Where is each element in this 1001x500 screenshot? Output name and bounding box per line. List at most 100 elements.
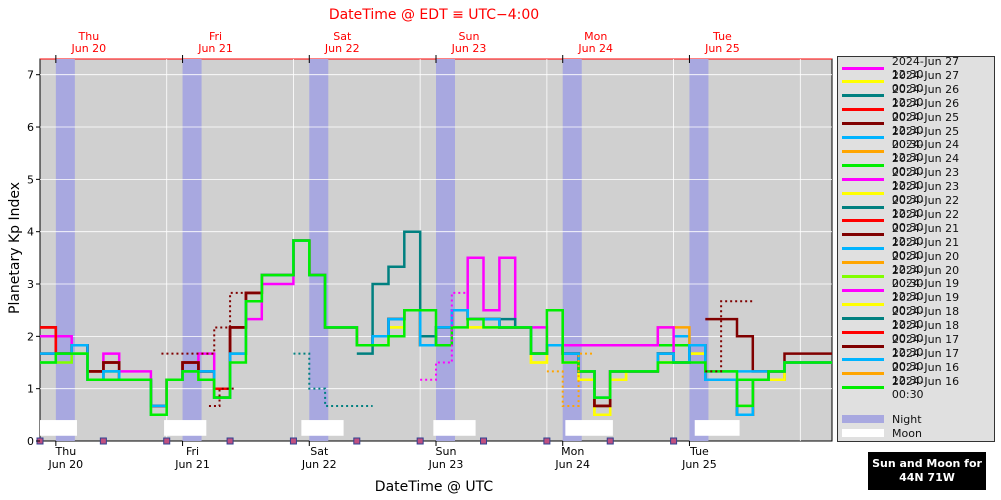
y-tick-label: 7 <box>27 69 34 82</box>
top-tick-day: Sun <box>459 30 480 43</box>
legend-item: 2024-Jun 27 00:30 <box>842 69 994 95</box>
top-tick-date: Jun 23 <box>451 42 487 55</box>
forecast-dotted-lines <box>161 256 753 407</box>
bottom-tick-date: Jun 23 <box>428 458 464 471</box>
moon-bar <box>565 420 613 436</box>
legend-item: 2024-Jun 24 12:30 <box>842 138 994 164</box>
night-band <box>562 59 582 441</box>
moon-bar <box>433 420 476 436</box>
legend-swatch <box>842 66 884 70</box>
legend-swatch <box>842 163 884 167</box>
moon-marker <box>353 437 361 445</box>
legend-swatch <box>842 275 884 278</box>
legend-label: 2024-Jun 19 12:30 <box>891 277 960 304</box>
forecast-dotted-line <box>161 291 246 355</box>
legend-label: 2024-Jun 20 00:30 <box>891 263 960 290</box>
legend-swatch <box>842 233 884 237</box>
legend-item: 2024-Jun 23 12:30 <box>842 166 994 192</box>
top-tick-date: Jun 22 <box>324 42 360 55</box>
legend-label: 2024-Jun 27 12:30 <box>891 55 960 81</box>
legend-swatch <box>842 386 884 390</box>
y-tick-label: 6 <box>27 121 34 134</box>
series-line <box>40 239 832 417</box>
top-tick-date: Jun 24 <box>577 42 613 55</box>
legend-label: 2024-Jun 22 12:30 <box>891 194 960 220</box>
bottom-tick-date: Jun 22 <box>301 458 337 471</box>
legend-item: 2024-Jun 16 12:30 <box>842 361 994 387</box>
legend-label: 2024-Jun 19 00:30 <box>891 291 960 318</box>
legend-item: 2024-Jun 21 00:30 <box>842 236 994 262</box>
legend-item: 2024-Jun 27 12:30 <box>842 55 994 81</box>
legend-swatch <box>842 261 884 265</box>
moon-bar <box>301 420 344 436</box>
legend-swatch <box>842 149 884 153</box>
top-tick-date: Jun 21 <box>197 42 233 55</box>
bottom-tick-date: Jun 20 <box>47 458 83 471</box>
moon-bar <box>164 420 207 436</box>
legend-item: 2024-Jun 18 00:30 <box>842 319 994 345</box>
legend-swatch <box>842 344 884 348</box>
y-tick-label: 3 <box>27 278 34 291</box>
moon-marker <box>543 437 551 445</box>
bottom-tick-day: Tue <box>689 445 709 458</box>
top-tick-day: Fri <box>209 30 222 43</box>
legend-item: Night <box>842 412 922 426</box>
top-tick-day: Sat <box>333 30 352 43</box>
legend-swatch <box>842 108 884 112</box>
legend-swatch <box>842 247 884 251</box>
night-band <box>182 59 202 441</box>
moon-marker <box>670 437 678 445</box>
legend-label: Night <box>892 412 922 426</box>
legend-item: 2024-Jun 25 12:30 <box>842 111 994 137</box>
night-band <box>436 59 456 441</box>
moon-bar <box>40 420 77 436</box>
grid <box>40 59 832 441</box>
legend-label: 2024-Jun 25 00:30 <box>891 124 960 151</box>
bottom-tick-day: Sat <box>310 445 329 458</box>
moon-marker <box>416 437 424 445</box>
x-axis-label: DateTime @ UTC <box>375 479 494 495</box>
night-band <box>55 59 75 441</box>
legend-label: 2024-Jun 21 12:30 <box>891 221 960 248</box>
legend-item: 2024-Jun 19 12:30 <box>842 277 994 303</box>
legend-item: 2024-Jun 24 00:30 <box>842 152 994 178</box>
legend-swatch <box>842 330 884 334</box>
legend-swatch <box>842 205 884 209</box>
legend-swatch <box>842 80 884 84</box>
legend-label: 2024-Jun 21 00:30 <box>891 235 960 262</box>
bottom-tick-date: Jun 25 <box>681 458 717 471</box>
sun-moon-badge: Sun and Moon for 44N 71W <box>868 452 986 490</box>
bottom-tick-day: Sun <box>436 445 457 458</box>
top-tick-day: Mon <box>584 30 607 43</box>
chart-title: DateTime @ EDT ≡ UTC−4:00 <box>329 7 539 23</box>
moon-marker <box>226 437 234 445</box>
forecast-dotted-line <box>546 352 595 407</box>
legend-label: 2024-Jun 22 00:30 <box>891 207 960 234</box>
legend-label: 2024-Jun 26 12:30 <box>891 82 960 109</box>
y-axis-label: Planetary Kp Index <box>7 182 23 314</box>
y-tick-label: 2 <box>27 330 34 343</box>
legend-item: 2024-Jun 17 12:30 <box>842 333 994 359</box>
moon-marker <box>99 437 107 445</box>
series-lines <box>40 230 832 417</box>
legend-label: Moon <box>892 426 922 440</box>
bottom-tick-date: Jun 21 <box>174 458 210 471</box>
legend-item: 2024-Jun 19 00:30 <box>842 291 994 317</box>
legend-item: 2024-Jun 26 00:30 <box>842 97 994 123</box>
legend: 2024-Jun 27 12:30 2024-Jun 27 00:30 2024-J… <box>837 55 995 442</box>
y-tick-label: 1 <box>27 383 34 396</box>
legend-swatch <box>842 136 884 139</box>
top-tick-day: Thu <box>78 30 100 43</box>
legend-swatch <box>842 372 884 376</box>
legend-item: 2024-Jun 23 00:30 <box>842 180 994 206</box>
legend-swatch <box>842 191 884 195</box>
legend-label: 2024-Jun 23 00:30 <box>891 180 960 207</box>
forecast-dotted-line <box>705 300 753 373</box>
moon-bars <box>36 420 740 445</box>
bottom-tick-day: Thu <box>55 445 77 458</box>
legend-item: 2024-Jun 22 12:30 <box>842 194 994 220</box>
legend-label: 2024-Jun 17 00:30 <box>891 346 960 373</box>
legend-swatch <box>842 358 884 362</box>
legend-label: 2024-Jun 18 00:30 <box>891 319 960 346</box>
